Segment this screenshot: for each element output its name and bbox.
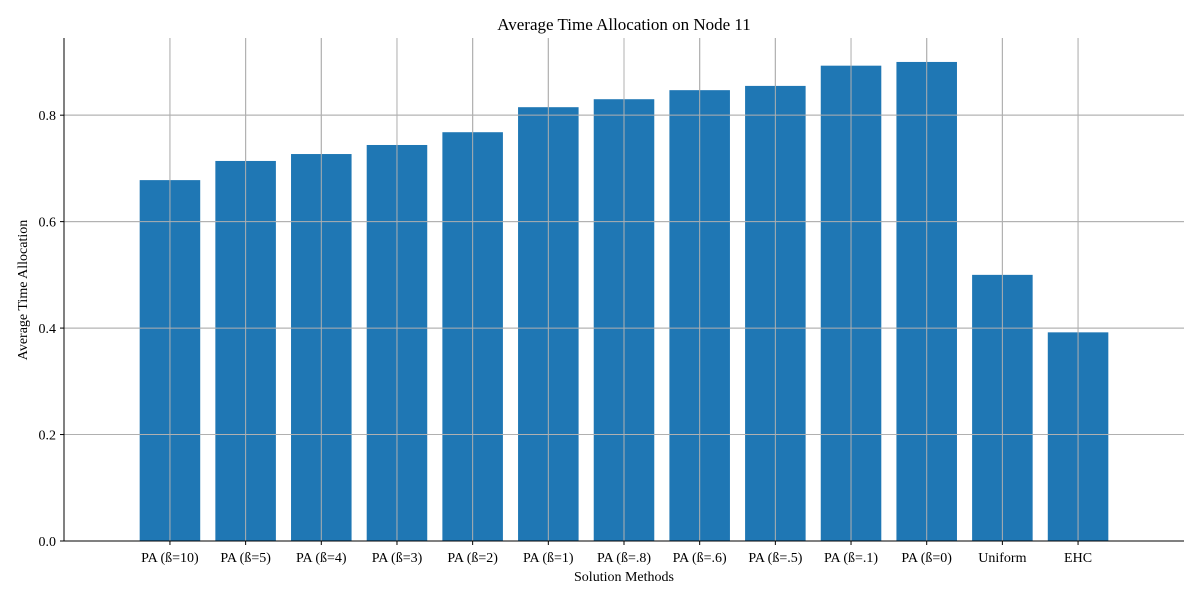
x-tick-label: EHC xyxy=(1064,551,1092,566)
x-tick-label: PA (ß=3) xyxy=(372,551,423,566)
x-tick-label: Uniform xyxy=(978,551,1026,566)
y-tick-label: 0.0 xyxy=(39,535,57,550)
x-axis-label: Solution Methods xyxy=(574,570,674,585)
y-ticks: 0.0 0.2 0.4 0.6 0.8 xyxy=(39,109,64,550)
y-axis-label: Average Time Allocation xyxy=(16,220,31,361)
x-tick-label: PA (ß=1) xyxy=(523,551,574,566)
bars xyxy=(64,38,1184,542)
y-tick-label: 0.6 xyxy=(39,216,57,231)
x-tick-label: PA (ß=4) xyxy=(296,551,347,566)
x-tick-label: PA (ß=2) xyxy=(447,551,498,566)
y-tick-label: 0.2 xyxy=(39,429,57,444)
x-tick-label: PA (ß=0) xyxy=(901,551,952,566)
x-tick-label: PA (ß=10) xyxy=(141,551,199,566)
y-tick-label: 0.8 xyxy=(39,109,57,124)
x-tick-label: PA (ß=.5) xyxy=(748,551,802,566)
chart-title: Average Time Allocation on Node 11 xyxy=(497,15,751,34)
x-tick-label: PA (ß=5) xyxy=(220,551,271,566)
x-tick-label: PA (ß=.1) xyxy=(824,551,878,566)
y-tick-label: 0.4 xyxy=(39,322,57,337)
x-tick-label: PA (ß=.8) xyxy=(597,551,651,566)
x-tick-label: PA (ß=.6) xyxy=(673,551,727,566)
x-ticks: PA (ß=10) PA (ß=5) PA (ß=4) PA (ß=3) PA (ß=2… xyxy=(141,541,1092,566)
